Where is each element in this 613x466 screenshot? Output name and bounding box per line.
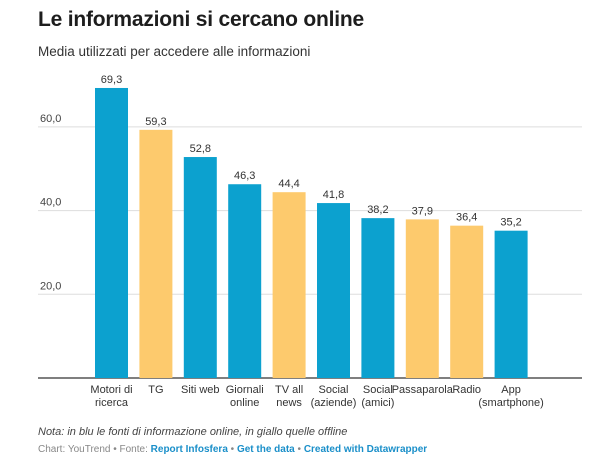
bar-value-label: 69,3: [101, 74, 122, 86]
category-label: Radio: [452, 384, 481, 396]
bar[interactable]: [405, 219, 439, 378]
category-label: Giornali: [226, 384, 264, 396]
chart-subtitle: Media utilizzati per accedere alle infor…: [38, 44, 311, 59]
footer-credit: Chart: YouTrend • Fonte:: [38, 444, 151, 455]
bar-chart: 20,0 40,0 60,0 69,3 59,3 52,8 46,3 44,4 41,8 38,…: [38, 74, 582, 409]
chart-note: Nota: in blu le fonti di informazione on…: [38, 426, 348, 438]
bar-value-label: 35,2: [500, 217, 521, 229]
category-label: Siti web: [181, 384, 220, 396]
category-label: (aziende): [311, 397, 357, 409]
y-tick-label: 40,0: [40, 197, 61, 209]
bar[interactable]: [494, 230, 528, 378]
bar[interactable]: [228, 184, 262, 378]
value-labels: 69,3 59,3 52,8 46,3 44,4 41,8 38,2 37,9 36,4 35,2: [101, 74, 522, 229]
bar[interactable]: [139, 129, 173, 378]
footer-separator: •: [294, 444, 304, 455]
category-label: ricerca: [95, 397, 129, 409]
bar-value-label: 36,4: [456, 212, 477, 224]
datawrapper-link[interactable]: Created with Datawrapper: [303, 444, 428, 455]
bar-value-label: 37,9: [412, 205, 433, 217]
category-label: App: [501, 384, 521, 396]
category-label: (smartphone): [478, 397, 543, 409]
bar-value-label: 52,8: [190, 143, 211, 155]
bar[interactable]: [450, 225, 484, 378]
bar-value-label: 44,4: [278, 178, 299, 190]
category-label: Social: [319, 384, 349, 396]
bar[interactable]: [361, 218, 395, 378]
category-label: TG: [148, 384, 163, 396]
category-label: Motori di: [90, 384, 132, 396]
source-link[interactable]: Report Infosfera: [150, 444, 228, 455]
bar-value-label: 59,3: [145, 116, 166, 128]
get-data-link[interactable]: Get the data: [236, 444, 295, 455]
category-label: (amici): [361, 397, 394, 409]
bar[interactable]: [95, 87, 128, 379]
bar-value-label: 38,2: [367, 204, 388, 216]
category-label: Passaparola: [392, 384, 454, 396]
footer-separator: •: [227, 444, 237, 455]
y-tick-label: 60,0: [40, 113, 61, 125]
bar[interactable]: [272, 192, 306, 378]
gridlines: 20,0 40,0 60,0: [38, 113, 582, 379]
y-tick-label: 20,0: [40, 280, 61, 292]
category-label: Social: [363, 384, 393, 396]
bar[interactable]: [183, 157, 217, 378]
chart-footer: Chart: YouTrend • Fonte: Report Infosfer…: [38, 444, 427, 455]
category-label: news: [276, 397, 302, 409]
category-label: TV all: [275, 384, 303, 396]
bar[interactable]: [317, 203, 350, 378]
bars: [95, 87, 528, 379]
bar-value-label: 41,8: [323, 189, 344, 201]
bar-value-label: 46,3: [234, 170, 255, 182]
chart-title: Le informazioni si cercano online: [38, 8, 364, 31]
category-label: online: [230, 397, 259, 409]
